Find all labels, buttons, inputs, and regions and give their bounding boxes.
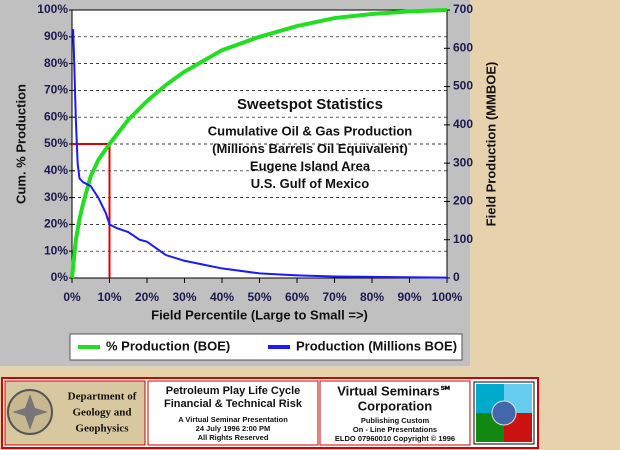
- y-axis-label: Cum. % Production: [13, 84, 28, 204]
- title-box: [147, 380, 319, 446]
- y2-tick-label: 200: [453, 194, 473, 208]
- x-tick-label: 0%: [63, 290, 81, 304]
- y2-tick-label: 600: [453, 40, 473, 54]
- y-tick-label: 20%: [44, 217, 68, 231]
- y-tick-label: 70%: [44, 83, 68, 97]
- x-tick-label: 30%: [172, 290, 196, 304]
- y-tick-label: 50%: [44, 136, 68, 150]
- chart-title: Sweetspot Statistics: [237, 96, 383, 113]
- seminar-detail: 24 July 1996 2:00 PM: [196, 424, 271, 433]
- legend-label: Production (Millions BOE): [296, 338, 457, 353]
- company-detail: ELDO 07960010 Copyright © 1996: [335, 434, 455, 443]
- seminar-title: Financial & Technical Risk: [164, 398, 303, 410]
- y-tick-label: 80%: [44, 56, 68, 70]
- series-line: [72, 29, 448, 279]
- chart-subtitle: Eugene Island Area: [250, 158, 371, 173]
- y2-tick-label: 300: [453, 155, 473, 169]
- y2-tick-label: 100: [453, 232, 473, 246]
- y2-tick-label: 700: [453, 2, 473, 16]
- x-tick-label: 60%: [285, 290, 309, 304]
- company-name: Virtual Seminars℠: [337, 383, 453, 398]
- x-tick-label: 20%: [135, 290, 159, 304]
- x-tick-label: 100%: [432, 290, 463, 304]
- chart-subtitle: U.S. Gulf of Mexico: [251, 176, 370, 191]
- y2-tick-label: 0: [453, 270, 460, 284]
- company-name: Corporation: [358, 398, 432, 413]
- x-tick-label: 70%: [322, 290, 346, 304]
- y-tick-label: 90%: [44, 29, 68, 43]
- company-box: [319, 380, 471, 446]
- x-tick-label: 80%: [360, 290, 384, 304]
- y2-tick-label: 400: [453, 117, 473, 131]
- x-tick-label: 90%: [397, 290, 421, 304]
- seminar-detail: All Rights Reserved: [198, 433, 269, 442]
- legend-box: [69, 333, 463, 361]
- series-line: [70, 8, 448, 279]
- y-tick-label: 0%: [51, 270, 69, 284]
- company-detail: Publishing Custom: [361, 416, 430, 425]
- y-tick-label: 60%: [44, 109, 68, 123]
- chart-subtitle: (Millions Barrels Oil Equivalent): [212, 141, 408, 156]
- legend-label: % Production (BOE): [106, 338, 230, 353]
- logo-globe: [491, 400, 517, 426]
- y-tick-label: 40%: [44, 163, 68, 177]
- department-text: Geophysics: [75, 423, 129, 435]
- seminar-detail: A Virtual Seminar Presentation: [178, 415, 288, 424]
- chart-subtitle: Cumulative Oil & Gas Production: [208, 123, 412, 138]
- y2-axis-label: Field Production (MMBOE): [483, 62, 498, 227]
- y-tick-label: 30%: [44, 190, 68, 204]
- department-text: Department of: [68, 391, 137, 403]
- logo-star: [12, 394, 48, 430]
- x-tick-label: 10%: [97, 290, 121, 304]
- seminar-title: Petroleum Play Life Cycle: [166, 385, 301, 397]
- x-tick-label: 40%: [210, 290, 234, 304]
- department-text: Geology and: [73, 407, 132, 419]
- company-detail: On - Line Presentations: [353, 425, 437, 434]
- y-tick-label: 10%: [44, 243, 68, 257]
- x-axis-label: Field Percentile (Large to Small =>): [151, 307, 368, 322]
- y-tick-label: 100%: [37, 2, 68, 16]
- x-tick-label: 50%: [247, 290, 271, 304]
- y2-tick-label: 500: [453, 79, 473, 93]
